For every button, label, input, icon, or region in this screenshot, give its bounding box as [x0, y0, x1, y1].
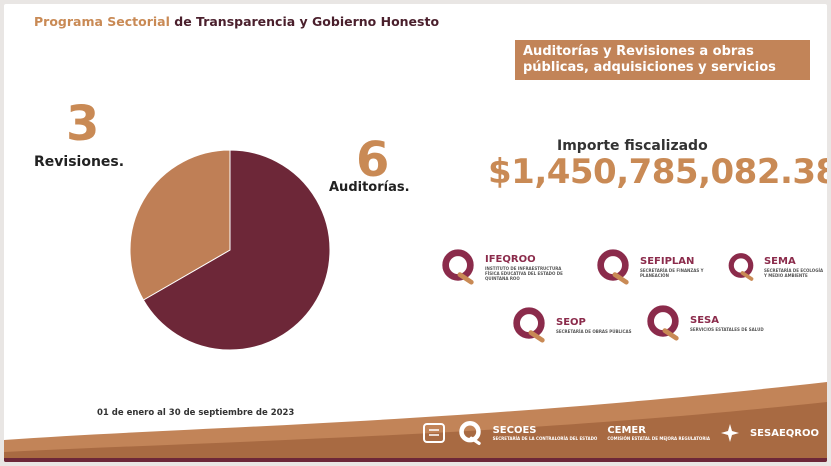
q-logo-icon	[458, 420, 481, 446]
entity-logo-sema: SEMA SECRETARÍA DE ECOLOGÍA Y MEDIO AMBI…	[726, 248, 827, 286]
entity-subtitle: SECRETARÍA DE OBRAS PÚBLICAS	[556, 328, 632, 334]
entity-subtitle: SERVICIOS ESTATALES DE SALUD	[690, 326, 764, 332]
slide: Programa Sectorial de Transparencia y Go…	[4, 4, 827, 462]
pie-slice-revisiones	[129, 149, 231, 301]
section-banner: Auditorías y Revisiones a obras públicas…	[515, 40, 810, 80]
importe-label: Importe fiscalizado	[557, 138, 708, 154]
importe-value: $1,450,785,082.38	[488, 152, 827, 192]
footer-logos: SECOES SECRETARÍA DE LA CONTRALORÍA DEL …	[421, 420, 819, 446]
footer-logo-name: SESAEQROO	[749, 427, 819, 439]
footer-logo-name: SECOES	[492, 425, 537, 436]
revisiones-count: 3	[66, 96, 100, 152]
revisiones-label: Revisiones.	[34, 154, 125, 170]
entity-name: SEMA	[763, 256, 796, 267]
entity-logo-sesa: SESA SERVICIOS ESTATALES DE SALUD	[644, 304, 764, 342]
bottom-wave-band	[4, 382, 827, 462]
entity-logo-sefiplan: SEFIPLAN SECRETARÍA DE FINANZAS Y PLANEA…	[594, 248, 720, 286]
footer-logo-subtitle: SECRETARÍA DE LA CONTRALORÍA DEL ESTADO	[492, 436, 598, 441]
banner-line-1: Auditorías y Revisiones a obras	[523, 44, 754, 59]
q-logo-icon	[597, 249, 629, 285]
footer-logo-cemer: CEMER COMISIÓN ESTATAL DE MEJORA REGULAT…	[607, 425, 710, 441]
footer-logo-sesaeqroo: SESAEQROO	[750, 428, 819, 439]
title-part-1: Programa Sectorial	[34, 14, 170, 29]
footer-logo-secoes: SECOES SECRETARÍA DE LA CONTRALORÍA DEL …	[493, 425, 598, 441]
entity-name: SESA	[690, 314, 719, 326]
pie-chart	[129, 149, 331, 351]
pie-slice-auditorias	[142, 149, 331, 351]
sesaeqroo-emblem-icon	[720, 424, 739, 442]
state-seal-icon	[422, 423, 445, 443]
entity-logo-ifeqroo: IFEQROO INSTITUTO DE INFRAESTRUCTURA FÍS…	[439, 248, 565, 286]
entity-name: IFEQROO	[485, 253, 536, 265]
entity-name: SEOP	[556, 316, 586, 328]
auditorias-count: 6	[356, 132, 390, 188]
footer-logo-name: CEMER	[607, 425, 646, 436]
entity-subtitle: INSTITUTO DE INFRAESTRUCTURA FÍSICA EDUC…	[485, 265, 563, 281]
entity-logo-seop: SEOP SECRETARÍA DE OBRAS PÚBLICAS	[510, 306, 631, 344]
entity-subtitle: SECRETARÍA DE FINANZAS Y PLANEACIÓN	[640, 268, 704, 278]
title-part-2: de Transparencia y Gobierno Honesto	[174, 14, 440, 29]
q-logo-icon	[513, 307, 545, 343]
q-logo-icon	[442, 249, 474, 285]
footer-logo-subtitle: COMISIÓN ESTATAL DE MEJORA REGULATORIA	[607, 436, 710, 441]
entity-name: SEFIPLAN	[640, 256, 695, 267]
q-logo-icon	[728, 253, 754, 281]
banner-line-2: públicas, adquisiciones y servicios	[523, 60, 776, 75]
entity-subtitle: SECRETARÍA DE ECOLOGÍA Y MEDIO AMBIENTE	[763, 268, 824, 278]
q-logo-icon	[647, 305, 679, 341]
page-title: Programa Sectorial de Transparencia y Go…	[34, 14, 439, 29]
auditorias-label: Auditorías.	[329, 180, 410, 195]
date-range: 01 de enero al 30 de septiembre de 2023	[97, 408, 295, 418]
